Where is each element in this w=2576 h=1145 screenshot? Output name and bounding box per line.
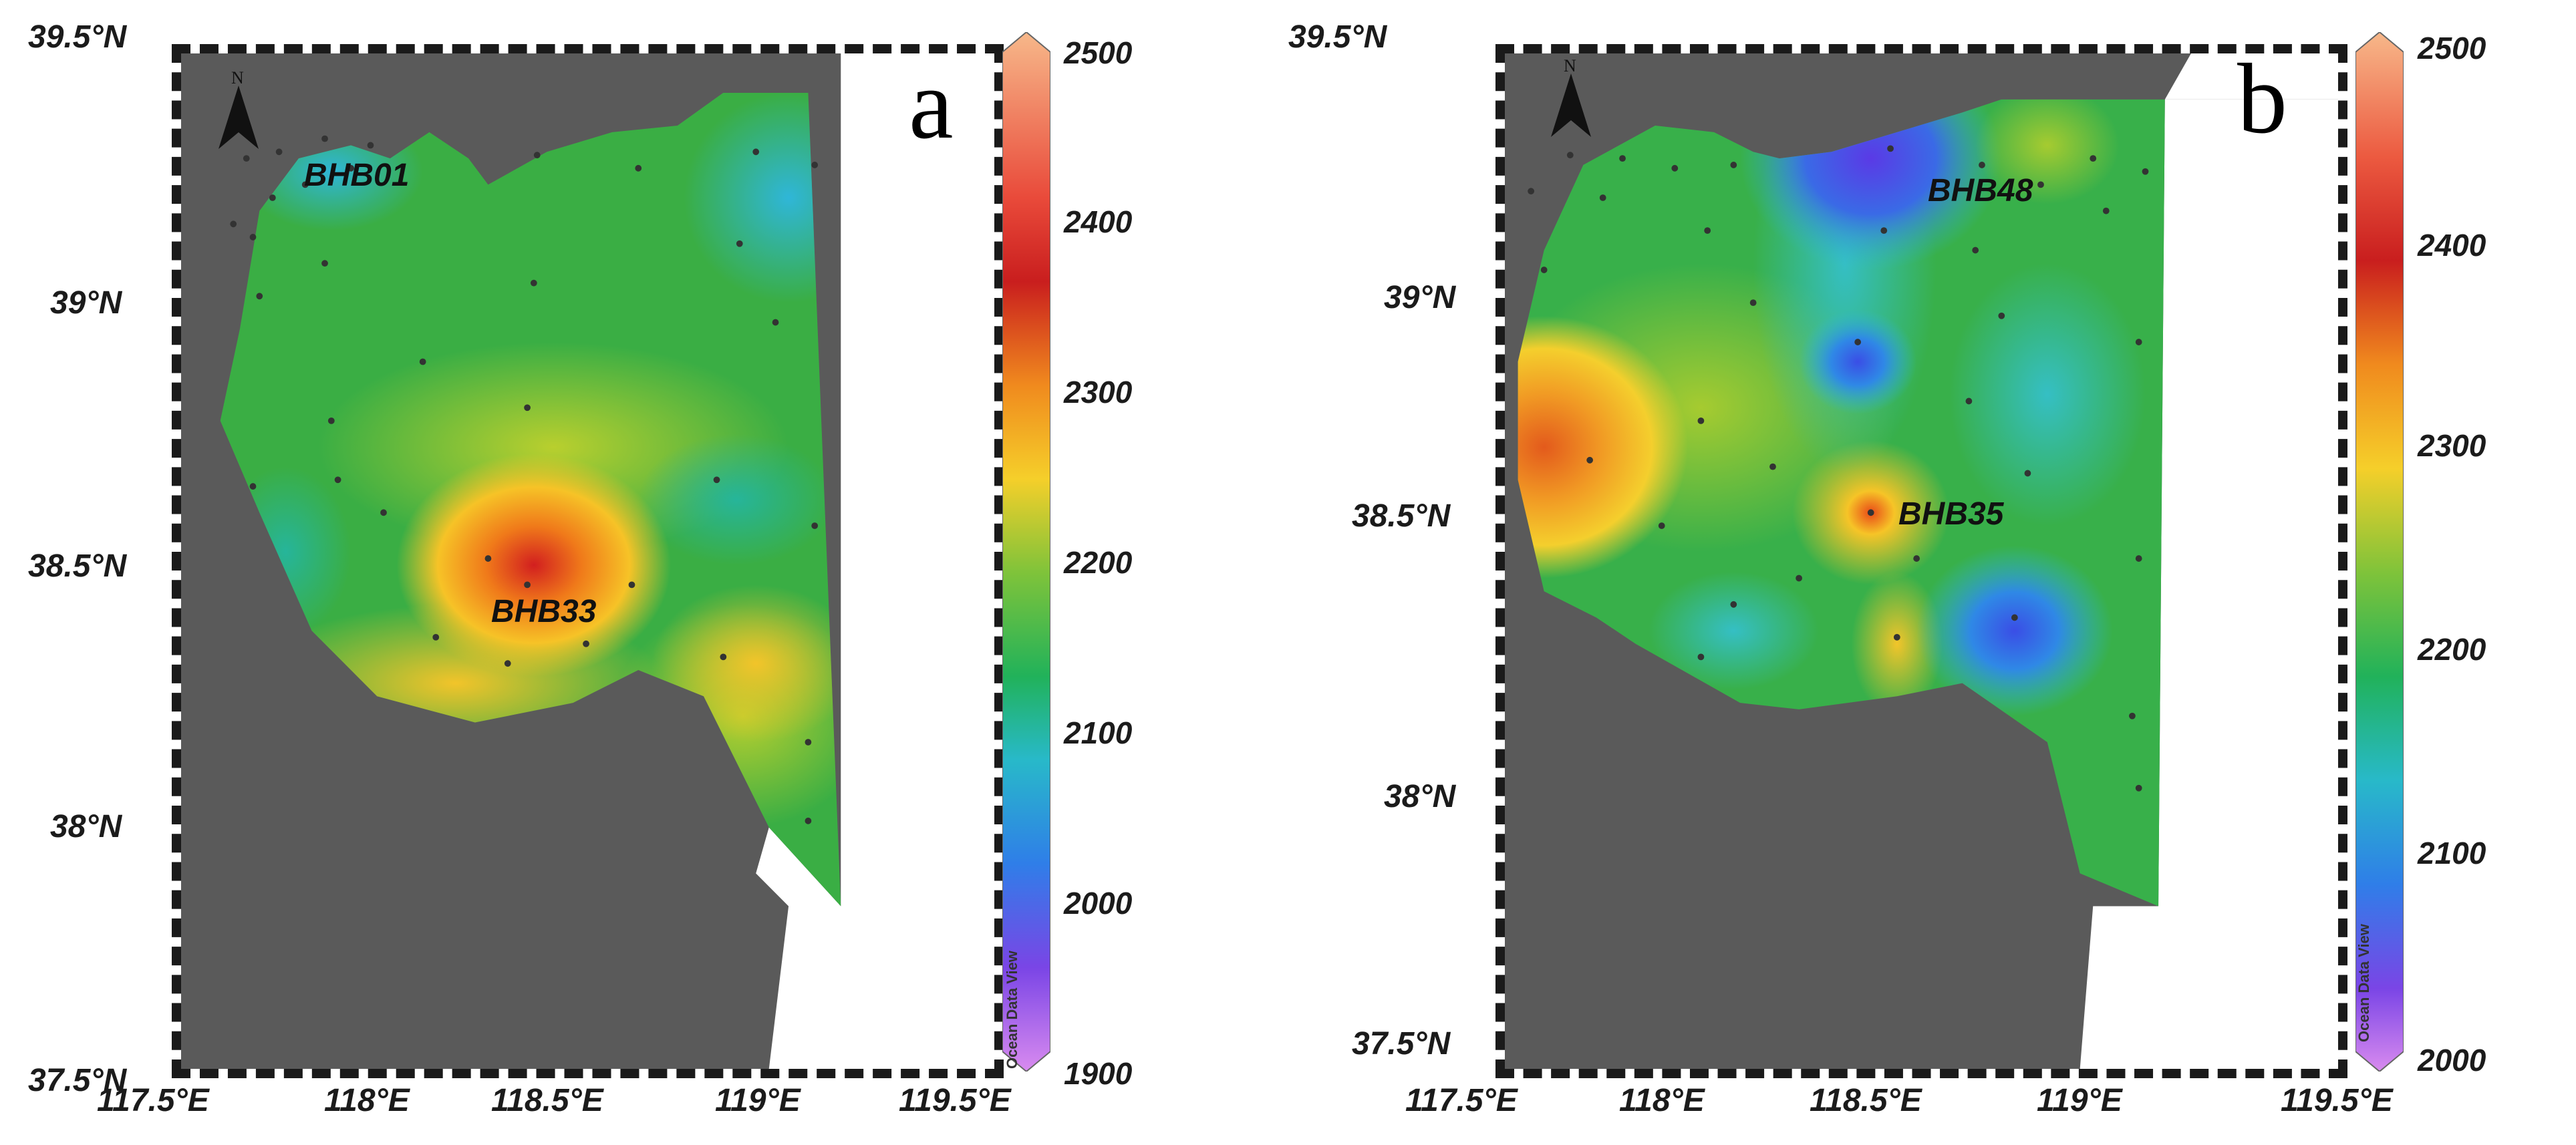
panel-b: 39.5°N 39°N 38.5°N 38°N 37.5°N 117.5°E 1…	[1288, 0, 2576, 1145]
lat-label: 37.5°N	[1352, 1026, 1451, 1061]
colorbar-tick: 2300	[1064, 375, 1133, 410]
lon-label: 119.5°E	[2281, 1083, 2393, 1118]
colorbar-tick: 2100	[1064, 715, 1133, 750]
lat-label: 38.5°N	[28, 548, 127, 584]
panel-letter: a	[909, 49, 954, 160]
colorbar-tick: 2000	[1064, 886, 1133, 921]
lat-label: 38°N	[1384, 779, 1456, 814]
station-label: BHB48	[1928, 173, 2033, 208]
lon-label: 118.5°E	[491, 1083, 603, 1118]
colorbar-tick: 2500	[2418, 31, 2486, 65]
lat-label: 37.5°N	[28, 1063, 127, 1098]
map-a	[181, 53, 994, 1069]
station-label: BHB35	[1898, 496, 2004, 532]
lon-label: 118.5°E	[1810, 1083, 1922, 1118]
colorbar-a	[1002, 31, 1051, 1073]
lon-label: 117.5°E	[97, 1083, 209, 1118]
colorbar-source-label: Ocean Data View	[1004, 951, 1020, 1069]
stations-a	[230, 135, 819, 824]
north-label: N	[1564, 56, 1576, 75]
colorbar-tick: 2000	[2418, 1043, 2486, 1078]
colorbar-tick: 2400	[2418, 228, 2486, 263]
lat-label: 39°N	[1384, 280, 1456, 315]
colorbar-tick: 2500	[1064, 35, 1133, 70]
map-b	[1505, 53, 2338, 1069]
colorbar-tick: 2100	[2418, 836, 2486, 870]
colorbar-tick: 2200	[2418, 632, 2486, 667]
lon-label: 119.5°E	[899, 1083, 1011, 1118]
panel-letter: b	[2237, 43, 2287, 154]
colorbar-tick: 1900	[1064, 1056, 1133, 1091]
colorbar-tick: 2400	[1064, 204, 1133, 239]
station-label: BHB01	[304, 158, 410, 193]
map-frame-b	[1495, 44, 2347, 1078]
station-label: BHB33	[491, 594, 597, 629]
stations-b	[1528, 145, 2149, 792]
lat-label: 39°N	[50, 285, 122, 321]
lon-label: 118°E	[324, 1083, 410, 1118]
lon-label: 119°E	[2037, 1083, 2122, 1118]
north-label: N	[231, 68, 244, 88]
colorbar-b	[2355, 31, 2404, 1073]
lat-label: 39.5°N	[1288, 19, 1387, 55]
colorbar-tick: 2300	[2418, 428, 2486, 463]
map-frame-a	[172, 44, 1004, 1078]
lat-label: 38°N	[50, 809, 122, 844]
lat-label: 39.5°N	[28, 19, 127, 55]
panel-a: 39.5°N 39°N 38.5°N 38°N 37.5°N 117.5°E 1…	[28, 19, 1133, 1118]
lon-label: 119°E	[715, 1083, 801, 1118]
lat-label: 38.5°N	[1352, 498, 1451, 534]
north-arrow-icon: N	[215, 68, 262, 156]
lon-label: 117.5°E	[1405, 1083, 1518, 1118]
north-arrow-icon: N	[1548, 56, 1594, 144]
colorbar-tick: 2200	[1064, 545, 1133, 580]
colorbar-source-label: Ocean Data View	[2355, 924, 2372, 1042]
lon-label: 118°E	[1619, 1083, 1705, 1118]
